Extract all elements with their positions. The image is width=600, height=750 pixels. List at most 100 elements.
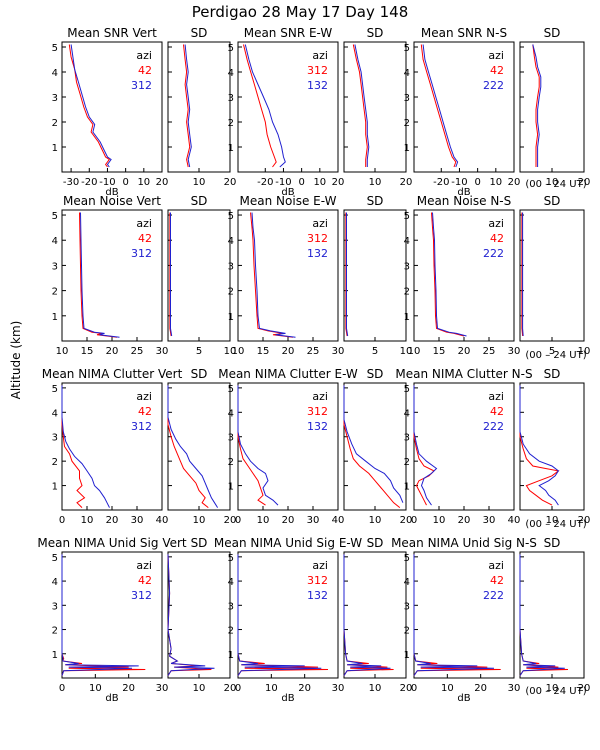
y-tick-label: 4: [52, 68, 58, 79]
x-tick-label: 0: [298, 177, 304, 188]
y-tick-label: 2: [228, 118, 234, 129]
y-tick-label: 3: [404, 433, 410, 444]
y-tick-label: 1: [404, 482, 410, 493]
series-line-red: [532, 44, 540, 167]
legend-header: azi: [312, 559, 328, 572]
legend-header: azi: [312, 49, 328, 62]
y-tick-label: 3: [404, 601, 410, 612]
chart-panel: Mean SNR Vert 1 2 3 4 5 -30 -20 -10 0 10 20 dB azi 42 3…: [52, 26, 169, 198]
x-tick-label: 20: [400, 515, 413, 526]
legend-red-entry: 42: [138, 405, 152, 418]
series-line-red: [519, 385, 560, 506]
x-tick-label: 10: [137, 177, 150, 188]
x-tick-label: 10: [369, 177, 382, 188]
x-tick-label: 15: [433, 346, 446, 357]
legend-blue-entry: 132: [307, 79, 328, 92]
series-line-red: [68, 44, 111, 168]
series-line-red: [420, 44, 457, 168]
chart-panel: SD 10 20: [167, 536, 236, 694]
y-tick-label: 5: [404, 384, 410, 395]
series-line-blue: [346, 212, 349, 337]
series-line-red: [521, 212, 524, 337]
series-line-red: [237, 385, 266, 506]
series-line-blue: [61, 385, 110, 508]
x-tick-label: 10: [441, 683, 454, 694]
x-tick-label: -10: [451, 177, 467, 188]
y-tick-label: 2: [52, 457, 58, 468]
chart-panel: SD 10 20: [519, 367, 591, 526]
x-tick-label: -20: [81, 177, 97, 188]
series-line-red: [345, 212, 348, 337]
chart-panel: Mean SNR E-W 1 2 3 4 5 -20 -10 0 10 20 dB azi 312 132: [228, 26, 345, 198]
series-line-red: [61, 554, 146, 676]
panel-title: SD: [544, 194, 561, 208]
ut-label: (00 – 24 UT): [525, 350, 586, 361]
x-tick-label: 10: [400, 346, 413, 357]
y-tick-label: 4: [404, 236, 410, 247]
x-tick-label: -20: [433, 177, 449, 188]
panel-title: Mean NIMA Unid Sig N-S: [391, 536, 537, 550]
y-tick-label: 5: [404, 211, 410, 222]
x-axis-label: dB: [457, 693, 470, 704]
y-tick-label: 1: [228, 650, 234, 661]
x-tick-label: 10: [224, 346, 237, 357]
x-tick-label: 10: [408, 346, 421, 357]
y-tick-label: 1: [404, 312, 410, 323]
plot-frame: [237, 41, 339, 173]
x-axis-label: dB: [457, 187, 470, 198]
x-tick-label: 10: [193, 515, 206, 526]
series-line-red: [237, 554, 329, 676]
x-tick-label: 20: [400, 683, 413, 694]
y-tick-label: 2: [228, 287, 234, 298]
chart-panel: Mean NIMA Unid Sig E-W 1 2 3 4 5 0 10 20 30 dB azi 3…: [214, 536, 362, 704]
x-tick-label: -30: [63, 177, 79, 188]
y-tick-label: 2: [404, 287, 410, 298]
legend-blue-entry: 222: [483, 589, 504, 602]
x-tick-label: 20: [332, 177, 345, 188]
panel-title: Mean NIMA Clutter E-W: [218, 367, 358, 381]
series-line-blue: [343, 385, 404, 503]
panel-title: SD: [191, 26, 208, 40]
x-tick-label: 20: [224, 177, 237, 188]
x-tick-label: 30: [156, 683, 169, 694]
x-tick-label: 10: [578, 346, 591, 357]
chart-panel: Mean NIMA Clutter N-S 1 2 3 4 5 0 10 20 30 40 azi 42…: [395, 367, 532, 526]
x-tick-label: 40: [332, 515, 345, 526]
chart-panel: Mean NIMA Unid Sig Vert 1 2 3 4 5 0 10 20 30 dB azi…: [37, 536, 187, 704]
x-axis-label: dB: [281, 693, 294, 704]
chart-panel: Mean Noise E-W 1 2 3 4 5 10 15 20 25 30 azi 312 132: [228, 194, 345, 357]
series-line-blue: [343, 554, 391, 676]
series-line-blue: [167, 385, 219, 508]
panel-title: SD: [191, 367, 208, 381]
x-tick-label: 20: [400, 177, 413, 188]
panel-title: SD: [367, 26, 384, 40]
x-tick-label: 20: [578, 515, 591, 526]
legend-header: azi: [488, 559, 504, 572]
chart-panel: SD 5 10: [343, 194, 413, 357]
y-tick-label: 2: [228, 626, 234, 637]
chart-panel: SD 5 10: [519, 194, 591, 357]
plot-frame: [167, 41, 231, 173]
x-tick-label: 20: [458, 346, 471, 357]
x-tick-label: 20: [282, 346, 295, 357]
y-tick-label: 4: [228, 577, 234, 588]
legend-blue-entry: 312: [131, 79, 152, 92]
series-line-blue: [184, 44, 192, 168]
panel-title: Mean NIMA Clutter Vert: [42, 367, 183, 381]
panel-title: Mean SNR E-W: [244, 26, 333, 40]
x-tick-label: 40: [508, 515, 521, 526]
panel-title: Mean Noise E-W: [240, 194, 337, 208]
plot-frame: [519, 209, 585, 342]
plot-frame: [413, 41, 515, 173]
figure-title: Perdigao 28 May 17 Day 148: [192, 3, 409, 21]
y-tick-label: 3: [228, 433, 234, 444]
legend-blue-entry: 132: [307, 247, 328, 260]
y-tick-label: 3: [52, 433, 58, 444]
legend-red-entry: 42: [490, 64, 504, 77]
legend-header: azi: [312, 217, 328, 230]
legend-red-entry: 42: [490, 405, 504, 418]
panel-title: Mean SNR Vert: [67, 26, 157, 40]
x-tick-label: 0: [235, 515, 241, 526]
